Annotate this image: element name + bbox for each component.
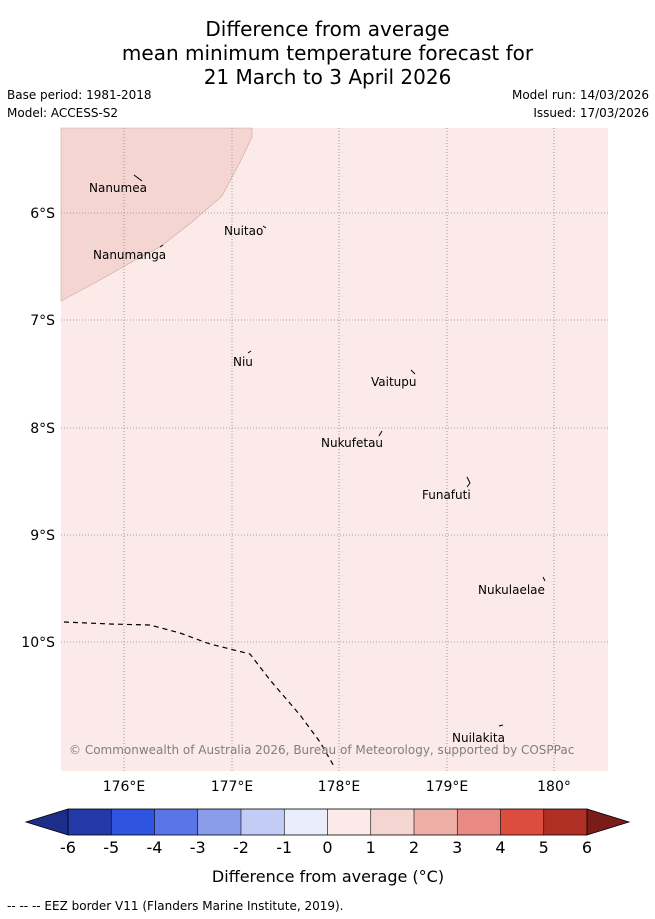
colorbar-cell	[241, 809, 285, 835]
islands	[133, 174, 546, 727]
lon-label-177e: 177°E	[211, 779, 254, 795]
colorbar-cell	[543, 809, 588, 835]
colorbar-tick-label: -6	[60, 838, 76, 857]
colorbar-tick-label: -4	[147, 838, 163, 857]
lat-label-10s: 10°S	[21, 635, 55, 651]
place-label-nanumanga: Nanumanga	[93, 248, 166, 262]
lat-label-6s: 6°S	[30, 206, 55, 222]
colorbar: -6 -5 -4 -3 -2 -1 0 1 2 3 4 5 6	[24, 808, 631, 857]
issued-date: Issued: 17/03/2026	[533, 106, 649, 120]
colorbar-tick-label: 1	[366, 838, 376, 857]
place-label-niu: Niu	[233, 355, 253, 369]
colorbar-tick-label: -2	[233, 838, 249, 857]
place-label-funafuti: Funafuti	[422, 488, 471, 502]
colorbar-cell	[68, 809, 112, 835]
colorbar-cell	[284, 809, 328, 835]
island-funafuti	[466, 476, 471, 488]
colorbar-tick-label: -1	[276, 838, 292, 857]
title-line-1: Difference from average	[205, 17, 450, 41]
colorbar-tick-label: -3	[190, 838, 206, 857]
island-nukulaelae	[542, 576, 546, 582]
colorbar-cell	[111, 809, 155, 835]
colorbar-tick-label: 0	[322, 838, 332, 857]
island-nanumanga	[159, 244, 164, 248]
colorbar-cell	[197, 809, 242, 835]
colorbar-tick-label: 4	[495, 838, 505, 857]
place-label-nukufetau: Nukufetau	[321, 436, 383, 450]
colorbar-label: Difference from average (°C)	[212, 867, 444, 886]
place-label-nanumea: Nanumea	[89, 181, 147, 195]
lon-label-179e: 179°E	[426, 779, 469, 795]
island-nanumea	[133, 174, 143, 182]
place-label-nuitao: Nuitao	[224, 224, 263, 238]
eez-border	[63, 621, 336, 769]
colorbar-tick-label: 5	[539, 838, 549, 857]
model-name: Model: ACCESS-S2	[7, 106, 119, 120]
colorbar-cell	[370, 809, 415, 835]
eez-legend: -- -- -- EEZ border V11 (Flanders Marine…	[7, 899, 344, 913]
colorbar-over-arrow	[586, 808, 631, 836]
colorbar-tick-label: -5	[103, 838, 119, 857]
island-nuitao	[262, 225, 267, 229]
graticule	[61, 128, 608, 771]
colorbar-cell	[457, 809, 501, 835]
title-line-2: mean minimum temperature forecast for	[121, 41, 534, 65]
lat-label-8s: 8°S	[30, 421, 55, 437]
colorbar-cell	[414, 809, 458, 835]
colorbar-cell	[327, 809, 372, 835]
colorbar-tick-label: 6	[582, 838, 592, 857]
base-period: Base period: 1981-2018	[7, 88, 152, 102]
island-nukufetau	[378, 430, 383, 437]
model-run: Model run: 14/03/2026	[511, 88, 649, 102]
colorbar-tick-label: 2	[409, 838, 419, 857]
place-label-nuilakita: Nuilakita	[452, 731, 505, 745]
colorbar-cell	[500, 809, 545, 835]
place-label-nukulaelae: Nukulaelae	[478, 583, 545, 597]
lon-label-178e: 178°E	[318, 779, 361, 795]
colorbar-tick-label: 3	[452, 838, 462, 857]
lat-label-7s: 7°S	[30, 313, 55, 329]
map-region-1-to-2	[60, 127, 253, 302]
lon-label-176e: 176°E	[103, 779, 146, 795]
title-line-3: 21 March to 3 April 2026	[203, 65, 452, 89]
copyright-notice: © Commonwealth of Australia 2026, Bureau…	[69, 743, 574, 757]
island-vaitupu	[410, 369, 416, 375]
colorbar-under-arrow	[24, 808, 69, 836]
place-label-vaitupu: Vaitupu	[371, 375, 417, 389]
island-nuilakita	[498, 724, 504, 727]
colorbar-cell	[154, 809, 199, 835]
lon-label-180: 180°	[537, 779, 571, 795]
lat-label-9s: 9°S	[30, 528, 55, 544]
island-niu	[247, 350, 252, 354]
